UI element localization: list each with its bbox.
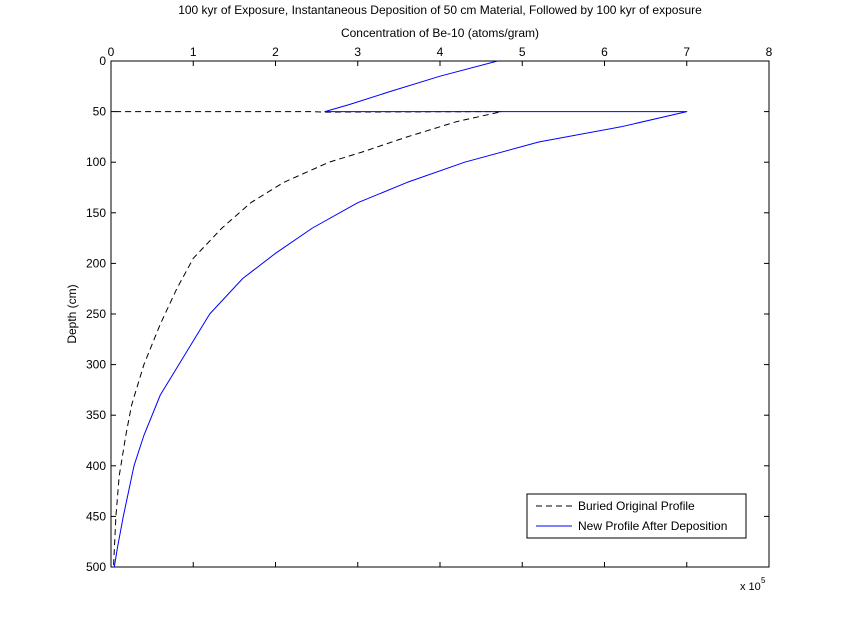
x-exponent-power: 5 [761, 576, 766, 585]
x-tick-label: 6 [601, 45, 608, 59]
x-tick-label: 0 [108, 45, 115, 59]
y-tick-label: 50 [93, 105, 107, 119]
legend-box [526, 493, 747, 539]
series-line-2 [113, 60, 688, 568]
y-tick-label: 500 [86, 560, 106, 574]
y-tick-label: 300 [86, 358, 106, 372]
x-axis-label: Concentration of Be-10 (atoms/gram) [341, 26, 539, 40]
y-tick-label: 150 [86, 206, 106, 220]
plot-area [110, 60, 770, 568]
x-axis-exponent: x 10 5 [740, 576, 766, 593]
x-tick-label: 5 [519, 45, 526, 59]
legend-label-1: Buried Original Profile [578, 499, 695, 513]
x-exponent-base: x 10 [740, 581, 761, 593]
series-lines [113, 60, 688, 568]
x-tick-label: 7 [683, 45, 690, 59]
x-tick-label: 8 [766, 45, 773, 59]
x-tick-label: 3 [354, 45, 361, 59]
y-tick-label: 200 [86, 256, 106, 270]
y-tick-label: 250 [86, 307, 106, 321]
y-tick-label: 0 [99, 54, 106, 68]
y-axis-label: Depth (cm) [65, 284, 79, 343]
y-tick-label: 400 [86, 459, 106, 473]
y-tick-label: 350 [86, 408, 106, 422]
legend: Buried Original Profile New Profile After… [526, 493, 747, 539]
legend-label-2: New Profile After Deposition [578, 519, 727, 533]
y-tick-label: 100 [86, 155, 106, 169]
y-tick-label: 450 [86, 509, 106, 523]
y-axis-ticks: 0 50 100 150 200 250 300 350 400 450 500 [86, 54, 769, 574]
x-tick-label: 4 [437, 45, 444, 59]
chart-title: 100 kyr of Exposure, Instantaneous Depos… [178, 3, 702, 17]
x-tick-label: 1 [190, 45, 197, 59]
x-axis-ticks: 0 1 2 3 4 5 6 7 8 [108, 45, 773, 567]
series-line-1 [113, 111, 503, 568]
x-tick-label: 2 [272, 45, 279, 59]
